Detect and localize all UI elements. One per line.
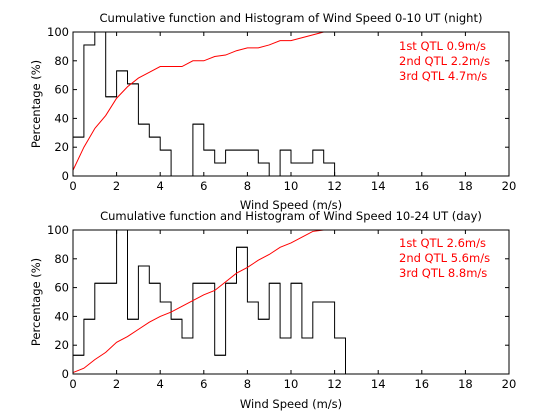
x-tick-label: 10: [284, 179, 299, 193]
y-tick-label: 20: [54, 140, 69, 154]
annotation-q1: 1st QTL 0.9m/s: [399, 39, 486, 53]
annotation-q2: 2nd QTL 5.6m/s: [399, 251, 490, 265]
y-tick-label: 40: [54, 309, 69, 323]
x-tick-label: 0: [69, 377, 76, 391]
x-tick-label: 8: [244, 377, 251, 391]
y-tick-label: 100: [47, 25, 69, 39]
cumulative-line: [72, 229, 509, 374]
y-tick-labels: 0 20 40 60 80 100: [47, 223, 69, 381]
chart-day: Cumulative function and Histogram of Win…: [29, 209, 516, 411]
x-axis-label: Wind Speed (m/s): [240, 198, 342, 212]
x-tick-label: 10: [284, 377, 299, 391]
x-axis-label: Wind Speed (m/s): [240, 397, 342, 411]
cumulative-line: [72, 31, 509, 171]
chart-title: Cumulative function and Histogram of Win…: [100, 209, 482, 223]
annotation-q2: 2nd QTL 2.2m/s: [399, 54, 490, 68]
y-axis-label: Percentage (%): [29, 258, 43, 346]
x-tick-label: 12: [327, 179, 342, 193]
chart-night: Cumulative function and Histogram of Win…: [29, 11, 516, 212]
y-tick-label: 80: [54, 252, 69, 266]
annotation-q3: 3rd QTL 4.7m/s: [399, 69, 487, 83]
x-tick-label: 16: [414, 179, 429, 193]
x-tick-labels: 0 2 4 6 8 10 12 14 16 18 20: [69, 179, 516, 193]
y-tick-label: 20: [54, 338, 69, 352]
x-tick-label: 18: [458, 179, 473, 193]
quartile-annotations: 1st QTL 2.6m/s 2nd QTL 5.6m/s 3rd QTL 8.…: [399, 236, 490, 280]
plot-frame: [72, 229, 510, 375]
annotation-q1: 1st QTL 2.6m/s: [399, 236, 486, 250]
chart-title: Cumulative function and Histogram of Win…: [100, 11, 483, 25]
x-tick-label: 4: [157, 377, 164, 391]
y-tick-label: 60: [54, 281, 69, 295]
x-tick-label: 0: [69, 179, 76, 193]
y-tick-label: 60: [54, 83, 69, 97]
x-tick-label: 14: [371, 179, 386, 193]
y-tick-label: 0: [62, 169, 69, 183]
plot-frame: [72, 31, 510, 177]
x-tick-label: 20: [502, 377, 517, 391]
y-tick-label: 40: [54, 111, 69, 125]
x-tick-label: 8: [244, 179, 251, 193]
cumulative-series: [72, 229, 509, 374]
y-tick-label: 0: [62, 367, 69, 381]
x-tick-label: 2: [113, 377, 120, 391]
histogram: [72, 31, 336, 177]
x-tick-label: 6: [200, 179, 207, 193]
x-tick-label: 6: [200, 377, 207, 391]
x-tick-label: 16: [414, 377, 429, 391]
x-tick-labels: 0 2 4 6 8 10 12 14 16 18 20: [69, 377, 516, 391]
y-tick-label: 80: [54, 54, 69, 68]
x-tick-label: 12: [327, 377, 342, 391]
x-tick-label: 18: [458, 377, 473, 391]
y-tick-label: 100: [47, 223, 69, 237]
quartile-annotations: 1st QTL 0.9m/s 2nd QTL 2.2m/s 3rd QTL 4.…: [399, 39, 490, 83]
y-axis-label: Percentage (%): [29, 60, 43, 148]
y-tick-labels: 0 20 40 60 80 100: [47, 25, 69, 183]
x-tick-label: 14: [371, 377, 386, 391]
annotation-q3: 3rd QTL 8.8m/s: [399, 266, 487, 280]
x-tick-label: 20: [502, 179, 517, 193]
cumulative-series: [72, 31, 509, 171]
x-tick-label: 2: [113, 179, 120, 193]
x-tick-label: 4: [157, 179, 164, 193]
